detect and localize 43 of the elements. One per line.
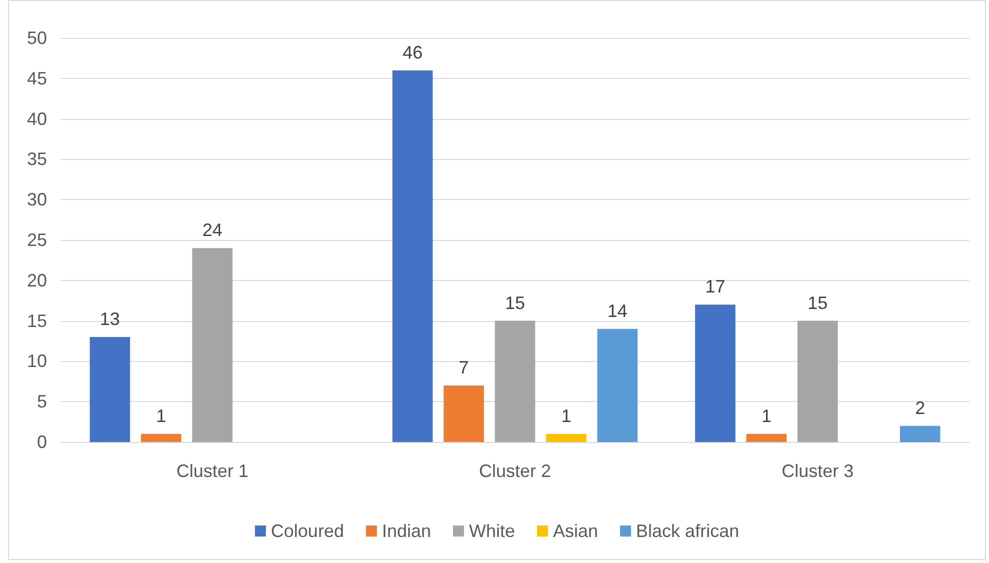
data-label: 7 [458, 357, 469, 378]
y-tick-label: 30 [26, 190, 47, 210]
bar [494, 320, 536, 442]
data-label: 15 [504, 292, 526, 313]
y-tick-label: 5 [36, 392, 47, 412]
y-tick-label: 15 [26, 310, 47, 331]
legend-label: White [469, 521, 516, 541]
bar [90, 336, 130, 442]
bar [392, 70, 433, 442]
legend-label: Black african [636, 521, 740, 541]
bar [746, 434, 787, 442]
data-label: 1 [761, 406, 772, 426]
y-tick-label: 50 [26, 28, 47, 48]
data-label: 46 [402, 42, 423, 62]
data-label: 1 [561, 406, 572, 426]
data-label: 1 [156, 406, 166, 426]
bar [798, 320, 838, 442]
legend-label: Indian [382, 521, 432, 541]
y-tick-label: 0 [36, 432, 47, 452]
bar [444, 385, 484, 442]
bar [140, 434, 182, 442]
x-tick-label: Cluster 1 [176, 461, 248, 481]
y-tick-label: 35 [26, 149, 47, 170]
y-tick-label: 20 [26, 270, 47, 290]
x-tick-label: Cluster 3 [782, 461, 854, 481]
y-tick-label: 40 [26, 108, 47, 129]
bar [695, 304, 736, 442]
bar [546, 434, 586, 442]
y-tick-label: 45 [26, 68, 47, 88]
bar [900, 426, 940, 442]
data-label: 17 [705, 276, 726, 297]
data-label: 2 [915, 398, 926, 418]
data-label: 14 [607, 300, 628, 321]
data-label: 13 [100, 308, 120, 329]
y-tick-label: 10 [26, 351, 47, 372]
x-tick-label: Cluster 2 [478, 461, 552, 481]
data-label: 24 [202, 220, 222, 240]
legend-label: Asian [553, 521, 598, 541]
data-label: 15 [808, 292, 828, 313]
bar [192, 248, 232, 442]
legend-label: Coloured [270, 521, 344, 541]
y-tick-label: 25 [26, 230, 47, 250]
bar [597, 328, 638, 442]
